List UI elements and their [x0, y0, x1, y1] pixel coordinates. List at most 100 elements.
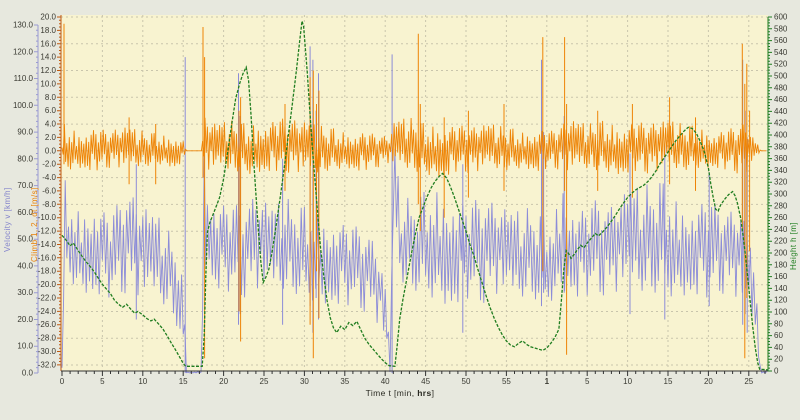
tick-label: 120.0 — [13, 47, 34, 56]
tick-label: -20.0 — [38, 280, 57, 289]
tick-label: 100 — [774, 308, 788, 317]
tick-label: 90.0 — [17, 128, 33, 137]
tick-label: 60.0 — [17, 208, 33, 217]
tick-label: 240 — [774, 225, 788, 234]
tick-label: 140 — [774, 284, 788, 293]
tick-label: 20 — [219, 377, 228, 386]
tick-label: 5 — [100, 377, 105, 386]
tick-label: 15 — [179, 377, 188, 386]
tick-label: 200 — [774, 249, 788, 258]
tick-label: 25 — [744, 377, 753, 386]
tick-label: 300 — [774, 190, 788, 199]
tick-label: 560 — [774, 36, 788, 45]
tick-label: 25 — [260, 377, 269, 386]
tick-label: 18.0 — [40, 26, 56, 35]
tick-label: 500 — [774, 72, 788, 81]
tick-label: -24.0 — [38, 307, 57, 316]
tick-label: -10.0 — [38, 213, 57, 222]
height-trace — [61, 20, 768, 371]
climb-spikes — [63, 23, 751, 359]
tick-label: 45 — [421, 377, 430, 386]
tick-label: 10 — [623, 377, 632, 386]
tick-label: 100.0 — [13, 101, 34, 110]
tick-label: -8.0 — [42, 200, 56, 209]
tick-label: 80 — [774, 319, 783, 328]
tick-label: 12.0 — [40, 66, 56, 75]
tick-label: 130.0 — [13, 20, 34, 29]
tick-label: 0 — [774, 367, 779, 376]
tick-label: 1 — [545, 377, 550, 386]
tick-label: 20.0 — [17, 315, 33, 324]
climb-trace — [61, 117, 767, 178]
tick-label: 40 — [774, 343, 783, 352]
tick-label: 320 — [774, 178, 788, 187]
tick-label: 540 — [774, 48, 788, 57]
tick-label: 6.0 — [45, 106, 57, 115]
tick-label: 160 — [774, 272, 788, 281]
tick-label: 15 — [664, 377, 673, 386]
tick-label: -4.0 — [42, 173, 56, 182]
tick-label: 4.0 — [45, 120, 57, 129]
tick-label: 35 — [340, 377, 349, 386]
tick-label: 30 — [300, 377, 309, 386]
tick-label: -14.0 — [38, 240, 57, 249]
tick-label: -2.0 — [42, 160, 56, 169]
tick-label: 580 — [774, 24, 788, 33]
tick-label: -32.0 — [38, 360, 57, 369]
tick-label: 80.0 — [17, 154, 33, 163]
tick-label: 280 — [774, 201, 788, 210]
tick-label: -30.0 — [38, 347, 57, 356]
tick-label: 10 — [138, 377, 147, 386]
tick-label: 55 — [502, 377, 511, 386]
tick-label: 460 — [774, 95, 788, 104]
tick-label: 360 — [774, 154, 788, 163]
tick-label: 30.0 — [17, 288, 33, 297]
tick-label: 520 — [774, 60, 788, 69]
tick-label: 220 — [774, 237, 788, 246]
tick-label: 420 — [774, 119, 788, 128]
height-axis-ticks — [768, 16, 772, 372]
tick-label: 2.0 — [45, 133, 57, 142]
tick-label: -6.0 — [42, 186, 56, 195]
tick-label: 10.0 — [17, 342, 33, 351]
time-axis-ticks — [61, 371, 766, 376]
tick-label: 8.0 — [45, 93, 57, 102]
tick-label: -18.0 — [38, 267, 57, 276]
tick-label: -28.0 — [38, 334, 57, 343]
tick-label: 120 — [774, 296, 788, 305]
velocity-axis-title: Velocity v [km/h] — [3, 187, 12, 252]
tick-label: 20 — [774, 355, 783, 364]
tick-label: 50.0 — [17, 235, 33, 244]
climb-axis-title: Climb 1, 2, dt [m/s] — [30, 187, 39, 262]
tick-label: 14.0 — [40, 53, 56, 62]
tick-label: 380 — [774, 142, 788, 151]
climb-axis-ticks — [57, 16, 61, 366]
plot-background — [61, 15, 768, 371]
tick-label: 340 — [774, 166, 788, 175]
tick-label: 20.0 — [40, 13, 56, 22]
tick-label: 0.0 — [22, 369, 34, 378]
tick-label: 5 — [585, 377, 590, 386]
tick-label: 110.0 — [14, 74, 34, 83]
tick-label: 50 — [462, 377, 471, 386]
tick-label: 60 — [774, 331, 783, 340]
tick-label: 0.0 — [45, 146, 57, 155]
height-axis-title: Height h [m] — [789, 222, 798, 270]
tick-label: 480 — [774, 83, 788, 92]
tick-label: 0 — [60, 377, 65, 386]
tick-label: -12.0 — [38, 227, 57, 236]
velocity-axis-ticks — [34, 24, 38, 374]
tick-label: 400 — [774, 131, 788, 140]
tick-label: -22.0 — [38, 293, 57, 302]
tick-label: -26.0 — [38, 320, 57, 329]
tick-label: 180 — [774, 260, 788, 269]
tick-label: 440 — [774, 107, 788, 116]
tick-label: 10.0 — [40, 79, 56, 88]
tick-label: 16.0 — [40, 39, 56, 48]
tick-label: 70.0 — [17, 181, 33, 190]
time-axis-title: Time t [min, hrs] — [366, 388, 435, 398]
tick-label: 40.0 — [17, 261, 33, 270]
velocity-trace — [61, 148, 767, 374]
